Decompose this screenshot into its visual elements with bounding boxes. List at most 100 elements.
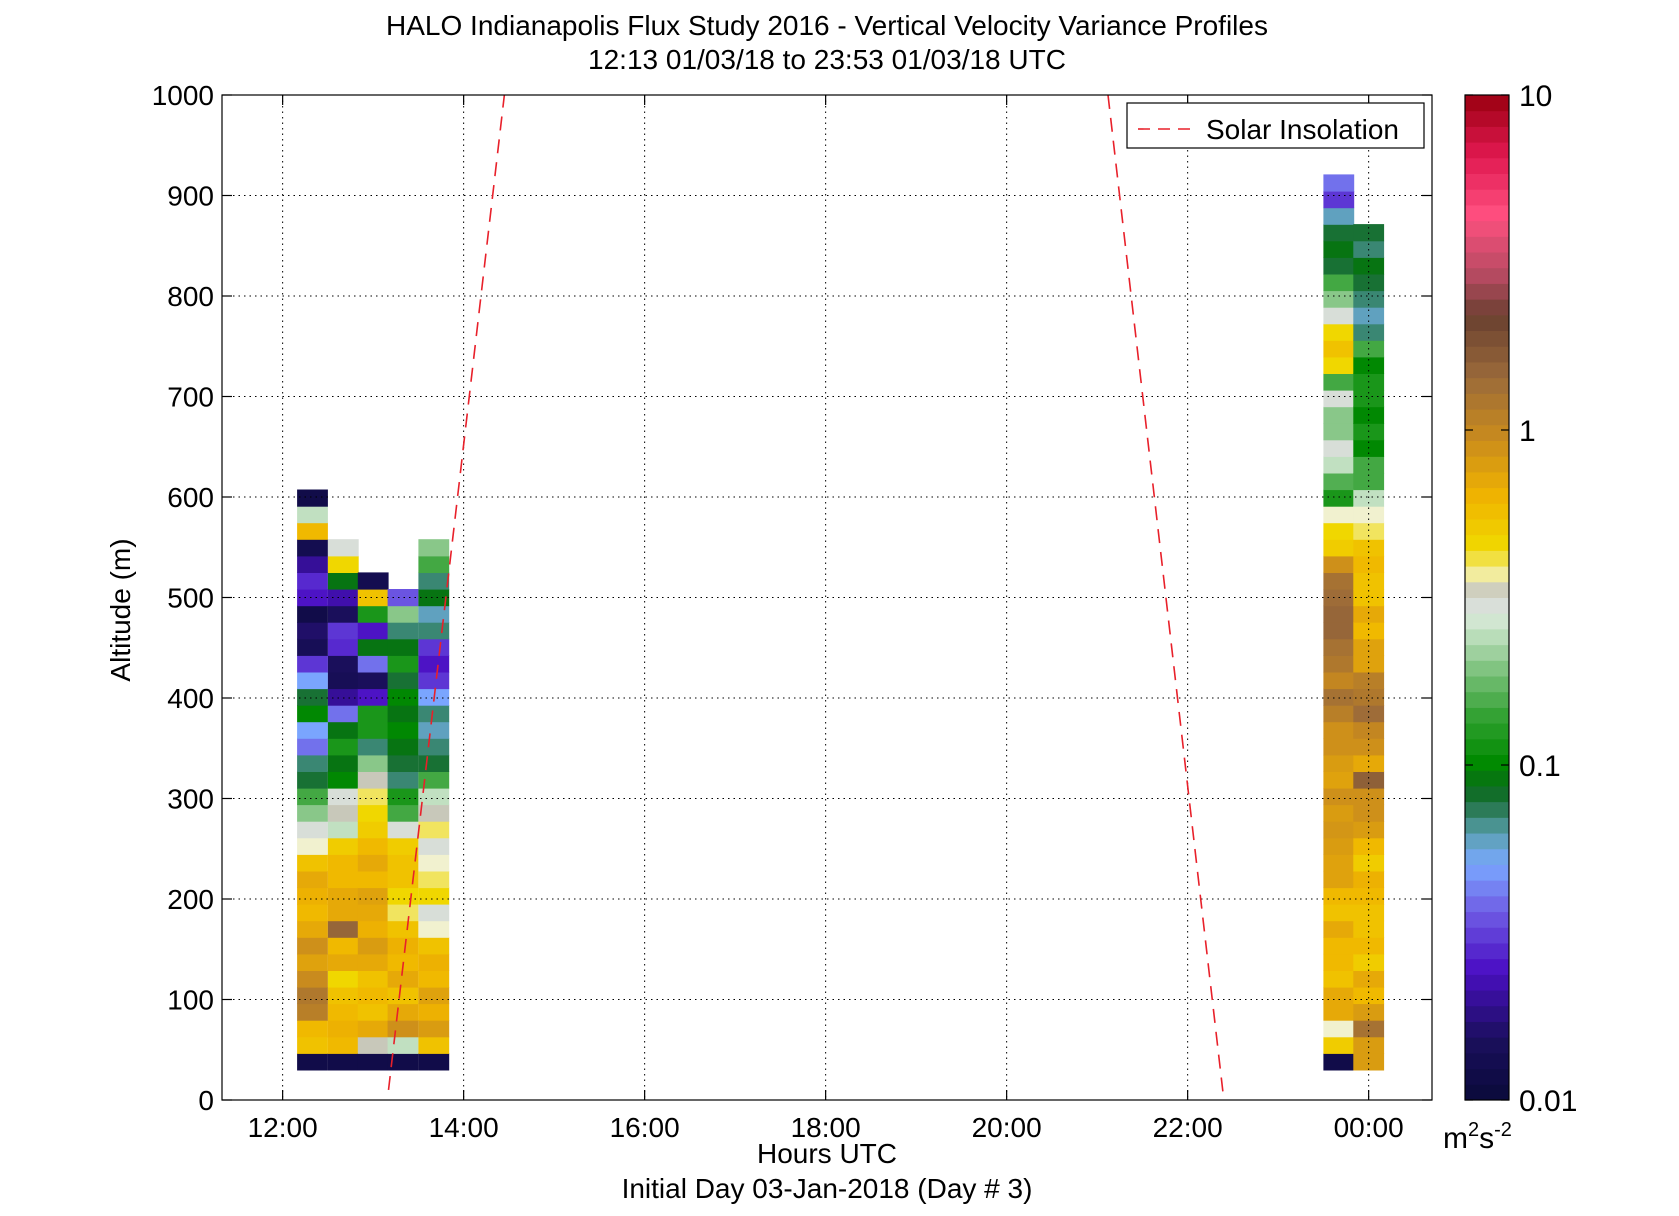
colorbar-stripe <box>1465 518 1509 536</box>
heatmap-cell <box>1323 605 1355 623</box>
heatmap-cell <box>1323 671 1355 690</box>
colorbar-stripe <box>1465 110 1509 127</box>
colorbar-stripe <box>1465 707 1509 724</box>
colorbar-stripe <box>1465 833 1509 850</box>
heatmap-cell <box>1323 721 1355 739</box>
heatmap-cell <box>327 738 359 756</box>
colorbar-stripe <box>1465 1005 1509 1022</box>
heatmap-cell <box>327 638 359 656</box>
heatmap-cell <box>297 1036 328 1054</box>
heatmap-cell <box>387 904 419 922</box>
heatmap-cell <box>327 904 359 922</box>
y-tick-label: 500 <box>167 583 214 614</box>
heatmap-cell <box>327 970 359 988</box>
colorbar-stripe <box>1465 377 1509 394</box>
heatmap-cell <box>418 655 450 673</box>
heatmap-cell <box>1323 937 1355 955</box>
heatmap-cell <box>1353 1036 1385 1054</box>
heatmap-cell <box>387 870 419 889</box>
heatmap-cell <box>387 1036 419 1054</box>
y-tick-label: 800 <box>167 281 214 312</box>
heatmap-cell <box>1323 870 1355 889</box>
heatmap-cell <box>418 638 450 656</box>
heatmap-cell <box>387 821 419 839</box>
colorbar-stripe <box>1465 220 1509 237</box>
solar-insolation-line <box>1107 94 1225 1101</box>
heatmap-cell <box>297 754 328 772</box>
heatmap-cell <box>327 622 359 640</box>
x-axis-label: Hours UTC <box>757 1138 897 1169</box>
heatmap-cell <box>297 671 328 690</box>
heatmap-cell <box>357 1003 389 1021</box>
heatmap-cell <box>327 539 359 557</box>
heatmap-cell <box>357 920 389 938</box>
colorbar-stripe <box>1465 1037 1509 1054</box>
heatmap-cell <box>1353 1020 1385 1038</box>
heatmap-cell <box>357 754 389 772</box>
heatmap-cell <box>418 804 450 822</box>
colorbar-stripe <box>1465 942 1509 960</box>
colorbar-stripe <box>1465 393 1509 410</box>
colorbar-unit: m2s-2 <box>1443 1119 1512 1155</box>
colorbar-stripe <box>1465 738 1509 756</box>
legend-box <box>1126 102 1425 149</box>
colorbar-stripe <box>1465 581 1509 598</box>
colorbar-stripe <box>1465 189 1509 206</box>
heatmap-cell <box>387 589 419 607</box>
heatmap-cell <box>297 539 328 557</box>
heatmap-cell <box>387 1020 419 1038</box>
heatmap-cell <box>1323 472 1355 491</box>
heatmap-cell <box>1323 323 1355 341</box>
colorbar-stripe <box>1465 424 1509 441</box>
colorbar-stripe <box>1465 173 1509 190</box>
heatmap-cell <box>1323 638 1355 656</box>
heatmap-cell <box>1323 555 1355 573</box>
heatmap-cell <box>418 605 450 623</box>
heatmap-cell <box>387 1053 419 1071</box>
y-tick-label: 200 <box>167 884 214 915</box>
colorbar-tick-label: 10 <box>1519 80 1552 113</box>
heatmap-cell <box>297 622 328 640</box>
colorbar-stripe <box>1465 597 1509 614</box>
y-tick-label: 400 <box>167 683 214 714</box>
colorbar-stripe <box>1465 440 1509 457</box>
heatmap-cell <box>1353 589 1385 607</box>
heatmap-cell <box>387 854 419 872</box>
heatmap-cell <box>357 655 389 673</box>
heatmap-cell <box>297 904 328 922</box>
heatmap-cell <box>418 821 450 839</box>
colorbar-stripe <box>1465 895 1509 913</box>
heatmap-cell <box>297 937 328 955</box>
heatmap-cell <box>327 887 359 905</box>
heatmap-cell <box>387 622 419 640</box>
heatmap-cell <box>1323 1053 1355 1071</box>
heatmap-cell <box>297 1020 328 1038</box>
heatmap-cell <box>327 787 359 806</box>
heatmap-cell <box>1353 854 1385 872</box>
heatmap-cell <box>327 1020 359 1038</box>
heatmap-cell <box>1323 986 1355 1005</box>
heatmap-cell <box>357 970 389 988</box>
heatmap-cell <box>297 854 328 872</box>
chart-title: HALO Indianapolis Flux Study 2016 - Vert… <box>386 10 1268 41</box>
heatmap-cell <box>357 870 389 889</box>
heatmap-cell <box>297 522 328 540</box>
heatmap-cell <box>357 605 389 623</box>
heatmap-cell <box>1353 870 1385 889</box>
heatmap-cell <box>1323 920 1355 938</box>
heatmap-cell <box>1323 1036 1355 1054</box>
colorbar-stripe <box>1465 95 1509 112</box>
heatmap-cell <box>1323 821 1355 839</box>
heatmap-cell <box>418 754 450 772</box>
heatmap-cells <box>297 174 1385 1071</box>
heatmap-cell <box>1353 904 1385 922</box>
heatmap-cell <box>297 705 328 723</box>
heatmap-cell <box>387 787 419 806</box>
heatmap-cell <box>387 1003 419 1021</box>
heatmap-cell <box>357 705 389 723</box>
heatmap-cell <box>387 638 419 656</box>
heatmap-cell <box>297 555 328 573</box>
colorbar-stripe <box>1465 754 1509 771</box>
heatmap-cell <box>357 738 389 756</box>
